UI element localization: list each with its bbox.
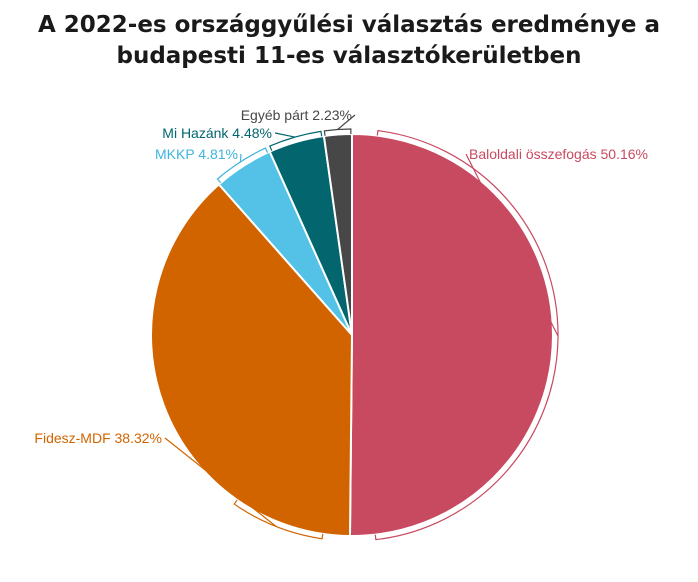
pie-slice-1 — [348, 133, 554, 537]
label-leader-5 — [337, 114, 356, 130]
label-bracket-2 — [233, 499, 324, 540]
pie-slice-2 — [150, 183, 353, 537]
chart-title: A 2022-es országgyűlési választás eredmé… — [0, 10, 698, 72]
label-leader-2 — [164, 437, 277, 527]
slice-label-3: MKKP 4.81% — [155, 146, 238, 162]
pie-slice-5 — [322, 133, 353, 336]
chart-title-line-1: A 2022-es országgyűlési választás eredmé… — [37, 12, 661, 38]
label-bracket-1 — [374, 129, 559, 541]
label-bracket-4 — [269, 130, 323, 151]
slice-label-4: Mi Hazánk 4.48% — [162, 125, 272, 141]
label-leader-3 — [239, 153, 242, 162]
chart-title-line-2: budapesti 11-es választókerületben — [116, 43, 582, 69]
slice-label-5: Egyéb párt 2.23% — [241, 107, 352, 123]
slice-label-2: Fidesz-MDF 38.32% — [34, 430, 162, 446]
label-leader-4 — [274, 132, 296, 138]
slice-label-1: Baloldali összefogás 50.16% — [469, 146, 648, 162]
label-leader-1 — [465, 153, 559, 337]
label-bracket-3 — [216, 147, 269, 184]
